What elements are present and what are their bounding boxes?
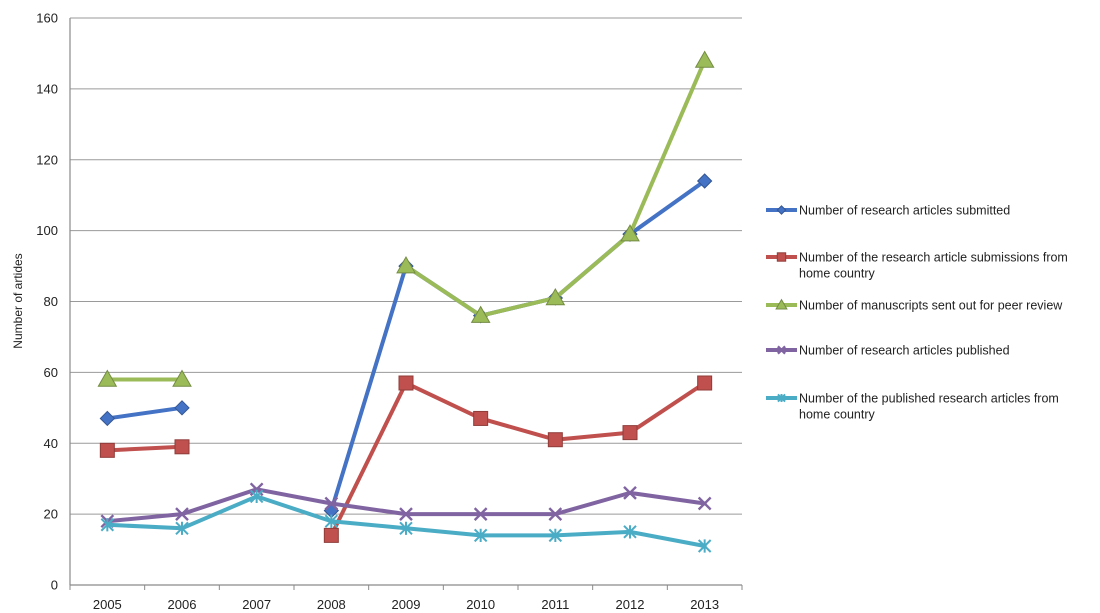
x-tick-label: 2011 <box>541 597 569 612</box>
data-point <box>398 375 414 391</box>
grid-lines <box>69 17 742 586</box>
y-tick-label: 40 <box>44 436 58 451</box>
legend-entry: Number of manuscripts sent out for peer … <box>766 299 1063 313</box>
data-point <box>548 507 563 521</box>
data-point <box>174 400 190 416</box>
data-point <box>620 224 640 242</box>
series-1 <box>99 173 713 519</box>
series-3 <box>97 50 715 387</box>
series-group <box>97 50 715 553</box>
legend-marker <box>776 205 787 215</box>
data-point <box>324 496 339 511</box>
data-point <box>473 507 488 521</box>
legend-entry: Number of the published research article… <box>766 392 1059 422</box>
data-point <box>696 173 713 189</box>
data-point <box>99 410 116 427</box>
x-tick-label: 2007 <box>242 597 271 612</box>
series-5 <box>100 489 712 553</box>
x-axis: 2005 2006 2007 2008 2009 2010 2011 2012 2013 <box>69 585 743 612</box>
y-tick-label: 160 <box>36 11 58 26</box>
data-point <box>396 256 416 274</box>
data-point <box>697 496 712 511</box>
legend-marker <box>777 345 786 355</box>
data-point <box>175 521 189 536</box>
y-tick-label: 60 <box>44 365 58 380</box>
data-point <box>622 425 638 441</box>
x-tick-label: 2013 <box>690 597 719 612</box>
y-tick-label: 100 <box>36 223 58 238</box>
legend-entry: Number of research articles submitted <box>766 204 1010 218</box>
legend-marker <box>775 298 788 310</box>
legend-label: home country <box>799 267 875 281</box>
data-point <box>399 521 413 536</box>
y-tick-label: 20 <box>44 507 58 522</box>
legend-label: Number of manuscripts sent out for peer … <box>799 299 1063 313</box>
legend-marker <box>776 252 787 262</box>
legend-entry: Number of research articles published <box>766 344 1010 358</box>
series-line <box>404 58 707 318</box>
data-point <box>172 369 192 387</box>
x-tick-label: 2006 <box>168 597 197 612</box>
x-tick-label: 2008 <box>317 597 346 612</box>
data-point <box>473 528 488 543</box>
legend-label: Number of research articles published <box>799 344 1010 358</box>
data-point <box>547 432 563 448</box>
y-tick-label: 140 <box>36 81 58 96</box>
legend-label: Number of the published research article… <box>799 392 1059 406</box>
legend-marker <box>777 393 786 403</box>
x-tick-label: 2009 <box>392 597 421 612</box>
series-line <box>105 487 707 524</box>
data-point <box>470 305 491 323</box>
legend-label: home country <box>799 408 875 422</box>
data-point <box>97 369 118 387</box>
x-tick-label: 2010 <box>466 597 495 612</box>
y-axis-label: Number of artides <box>11 253 25 348</box>
series-line <box>105 494 707 549</box>
series-line <box>329 381 707 538</box>
y-tick-label: 80 <box>44 294 58 309</box>
data-point <box>399 507 413 521</box>
data-point <box>623 525 637 539</box>
data-point <box>697 375 713 391</box>
y-axis: 0 20 40 60 80 100 120 140 160 <box>36 11 58 593</box>
series-4 <box>100 482 712 529</box>
legend-label: Number of research articles submitted <box>799 204 1010 218</box>
legend-label: Number of the research article submissio… <box>799 251 1068 265</box>
data-point <box>694 50 715 68</box>
data-point <box>697 539 712 553</box>
data-point <box>545 287 566 306</box>
data-point <box>100 518 115 532</box>
series-line <box>105 405 184 421</box>
data-point <box>324 514 339 528</box>
data-point <box>99 442 115 458</box>
data-point <box>473 410 489 426</box>
data-point <box>175 507 189 521</box>
legend: Number of research articles submitted Num… <box>766 204 1068 422</box>
data-point <box>249 489 264 504</box>
data-point <box>323 527 339 543</box>
y-tick-label: 0 <box>51 578 58 593</box>
y-tick-label: 120 <box>36 152 58 167</box>
x-tick-label: 2005 <box>93 597 122 612</box>
series-2 <box>99 375 713 543</box>
data-point <box>548 528 563 543</box>
series-line <box>105 444 184 453</box>
data-point <box>174 439 190 455</box>
legend-entry: Number of the research article submissio… <box>766 251 1068 281</box>
x-tick-label: 2012 <box>616 597 645 612</box>
data-point <box>623 486 637 500</box>
